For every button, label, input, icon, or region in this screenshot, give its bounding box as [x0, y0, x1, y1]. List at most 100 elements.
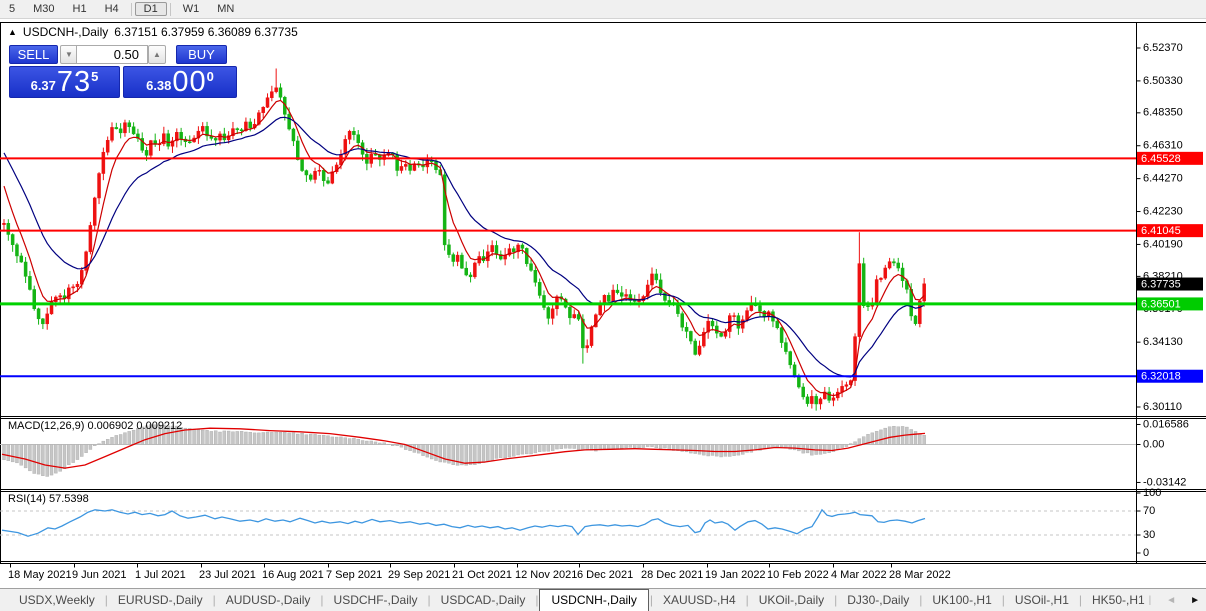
svg-text:7 Sep 2021: 7 Sep 2021 — [326, 569, 382, 581]
buy-button[interactable]: BUY — [176, 45, 227, 64]
svg-text:6.41045: 6.41045 — [1141, 225, 1181, 237]
tab-scroll-right-icon[interactable]: ► — [1190, 595, 1200, 606]
timeframe-button-mn[interactable]: MN — [217, 3, 235, 15]
sell-price-button[interactable]: 6.37 73 5 — [9, 66, 120, 98]
tab-scroll-arrows: | ◄ ► — [1148, 595, 1200, 606]
chart-tab-usdcnh-daily[interactable]: USDCNH-,Daily — [539, 589, 649, 611]
chart-tab-audusd-daily[interactable]: AUDUSD-,Daily — [225, 593, 311, 607]
price-badge: 6.32018 — [1137, 369, 1203, 383]
tab-separator: | — [320, 593, 324, 607]
timeframe-button-h4[interactable]: H4 — [104, 3, 119, 15]
chart-tab-eurusd-daily[interactable]: EURUSD-,Daily — [117, 593, 203, 607]
macd-panel: 0.016586 0.00 -0.03142 — [0, 418, 1189, 488]
svg-text:6.52370: 6.52370 — [1143, 42, 1183, 54]
tab-separator: | — [1078, 593, 1083, 607]
svg-text:6.37735: 6.37735 — [1141, 278, 1181, 290]
tab-separator: | — [1001, 593, 1005, 607]
lot-size-field[interactable]: 0.50 — [76, 45, 148, 64]
ma-fast-line — [3, 99, 925, 397]
level-lines — [0, 157, 1136, 378]
price-badge: 6.45528 — [1137, 151, 1203, 165]
svg-text:23 Jul 2021: 23 Jul 2021 — [199, 569, 256, 581]
svg-text:28 Mar 2022: 28 Mar 2022 — [889, 569, 951, 581]
svg-text:100: 100 — [1143, 487, 1161, 499]
candles — [2, 68, 926, 411]
timeframe-button-w1[interactable]: W1 — [182, 3, 200, 15]
price-badge: 6.37735 — [1137, 277, 1203, 291]
timeframe-button-5[interactable]: 5 — [9, 3, 16, 15]
lot-increase-button[interactable]: ▲ — [148, 45, 166, 64]
svg-text:0.016586: 0.016586 — [1143, 418, 1189, 430]
svg-text:6 Dec 2021: 6 Dec 2021 — [577, 569, 633, 581]
tab-separator: | — [104, 593, 108, 607]
ohlc-values: 6.37151 6.37959 6.36089 6.37735 — [114, 25, 298, 39]
chart-tab-hk50-h1[interactable]: HK50-,H1 — [1092, 593, 1145, 607]
timeframe-button-h1[interactable]: H1 — [72, 3, 87, 15]
svg-text:12 Nov 2021: 12 Nov 2021 — [515, 569, 577, 581]
svg-text:6.34130: 6.34130 — [1143, 336, 1183, 348]
buy-price-prefix: 6.38 — [146, 78, 172, 93]
sell-price-pip: 5 — [91, 69, 99, 84]
timeframe-button-m30[interactable]: M30 — [33, 3, 55, 15]
svg-text:-0.03142: -0.03142 — [1143, 476, 1186, 488]
svg-text:6.50330: 6.50330 — [1143, 75, 1183, 87]
tab-separator: | — [427, 593, 431, 607]
svg-text:30: 30 — [1143, 529, 1155, 541]
chart-tab-dj30-daily[interactable]: DJ30-,Daily — [847, 593, 910, 607]
timeframe-toolbar: 5 M30 H1 H4 D1 W1 MN — [0, 0, 1206, 19]
rsi-panel: 100 70 30 0 — [0, 487, 1161, 559]
price-axis: 6.52370 6.50330 6.48350 6.46310 6.44270 6.422… — [1136, 42, 1183, 413]
chart-tab-usdx-weekly[interactable]: USDX,Weekly — [19, 593, 95, 607]
svg-text:70: 70 — [1143, 505, 1155, 517]
svg-text:21 Oct 2021: 21 Oct 2021 — [452, 569, 512, 581]
macd-label: MACD(12,26,9) 0.006902 0.009212 — [8, 420, 183, 432]
price-badge: 6.41045 — [1137, 224, 1203, 238]
chart-tab-usdchf-daily[interactable]: USDCHF-,Daily — [333, 593, 418, 607]
chart-tab-usoil-h1[interactable]: USOil-,H1 — [1014, 593, 1069, 607]
svg-text:29 Sep 2021: 29 Sep 2021 — [388, 569, 450, 581]
panel-collapse-icon[interactable]: ▲ — [8, 27, 17, 37]
svg-text:16 Aug 2021: 16 Aug 2021 — [262, 569, 324, 581]
sell-price-big: 73 — [56, 66, 92, 98]
date-axis: 18 May 2021 9 Jun 2021 1 Jul 2021 23 Jul 20… — [8, 563, 951, 581]
sell-price-prefix: 6.37 — [30, 78, 56, 93]
svg-text:6.46310: 6.46310 — [1143, 140, 1183, 152]
buy-price-big: 00 — [172, 66, 207, 98]
chart-tab-uk100-h1[interactable]: UK100-,H1 — [932, 593, 992, 607]
chart-tab-bar: USDX,Weekly | EURUSD-,Daily | AUDUSD-,Daily |… — [0, 588, 1206, 611]
ma-slow-line — [3, 116, 925, 378]
buy-price-pip: 0 — [206, 69, 214, 84]
tab-scroll-left-icon[interactable]: ◄ — [1166, 595, 1177, 606]
tab-separator: | — [919, 593, 923, 607]
buy-price-button[interactable]: 6.38 00 0 — [123, 66, 237, 98]
tab-separator: | — [649, 593, 653, 607]
svg-text:6.45528: 6.45528 — [1141, 153, 1181, 165]
chart-tab-ukoil-daily[interactable]: UKOil-,Daily — [758, 593, 825, 607]
price-badge: 6.36501 — [1137, 297, 1203, 311]
toolbar-separator — [169, 2, 171, 16]
svg-text:6.36501: 6.36501 — [1141, 298, 1181, 310]
chart-header: ▲ USDCNH-,Daily 6.37151 6.37959 6.36089 … — [8, 25, 298, 39]
chart-tab-xauusd-h4[interactable]: XAUUSD-,H4 — [662, 593, 736, 607]
tab-separator: | — [1148, 595, 1152, 606]
svg-text:1 Jul 2021: 1 Jul 2021 — [135, 569, 186, 581]
sell-button[interactable]: SELL — [9, 45, 58, 64]
timeframe-button-d1[interactable]: D1 — [134, 2, 167, 16]
svg-text:0.00: 0.00 — [1143, 438, 1164, 450]
chart-tab-usdcad-daily[interactable]: USDCAD-,Daily — [440, 593, 526, 607]
svg-text:6.30110: 6.30110 — [1143, 401, 1182, 413]
svg-text:0: 0 — [1143, 547, 1149, 559]
tab-separator: | — [535, 593, 539, 607]
symbol-title: USDCNH-,Daily — [22, 25, 109, 39]
tab-separator: | — [834, 593, 838, 607]
toolbar-separator — [130, 2, 132, 16]
tab-separator: | — [745, 593, 749, 607]
svg-text:6.32018: 6.32018 — [1141, 371, 1181, 383]
tab-separator: | — [212, 593, 216, 607]
svg-text:6.40190: 6.40190 — [1143, 238, 1183, 250]
svg-text:9 Jun 2021: 9 Jun 2021 — [72, 569, 126, 581]
svg-text:6.42230: 6.42230 — [1143, 205, 1183, 217]
